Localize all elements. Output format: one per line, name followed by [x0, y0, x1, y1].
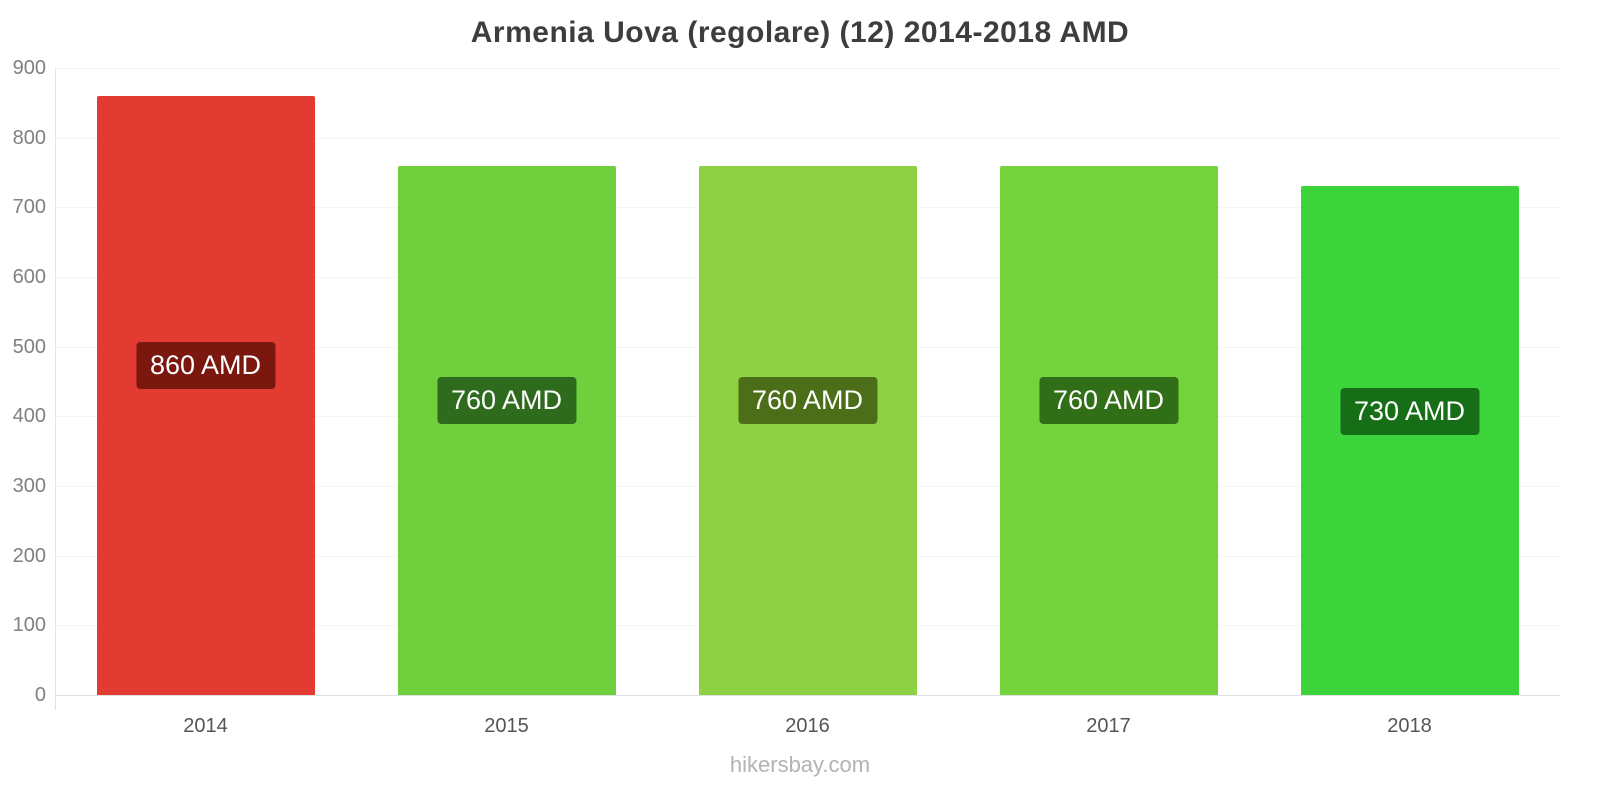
- y-tick-label-700: 700: [12, 196, 46, 219]
- bar-value-label-2014: 860 AMD: [135, 342, 276, 390]
- chart-title: Armenia Uova (regolare) (12) 2014-2018 A…: [470, 16, 1130, 49]
- y-tick-label-100: 100: [12, 614, 46, 637]
- y-tick-label-200: 200: [12, 544, 46, 567]
- bar-2018[interactable]: 730 AMD: [1300, 186, 1519, 695]
- bar-2015[interactable]: 760 AMD: [397, 165, 616, 695]
- bar-2017[interactable]: 760 AMD: [999, 165, 1218, 695]
- y-tick-label-600: 600: [12, 266, 46, 288]
- bar-value-label-2015: 760 AMD: [436, 377, 577, 425]
- y-tick-label-400: 400: [12, 405, 46, 428]
- bar-value-label-2017: 760 AMD: [1038, 377, 1179, 425]
- bar-value-label-2018: 730 AMD: [1339, 387, 1480, 435]
- x-tick-label-2017: 2017: [1086, 715, 1131, 737]
- y-tick-label-800: 800: [12, 126, 46, 149]
- gridline-y-800: [55, 137, 1560, 139]
- y-tick-label-500: 500: [12, 335, 46, 358]
- watermark-text: hikersbay.com: [729, 752, 871, 777]
- y-axis-line: [55, 68, 56, 710]
- x-tick-label-2016: 2016: [785, 715, 830, 737]
- gridline-y-900: [55, 68, 1560, 69]
- y-tick-label-300: 300: [12, 475, 46, 497]
- x-tick-label-2018: 2018: [1387, 715, 1432, 737]
- x-tick-label-2015: 2015: [484, 715, 529, 737]
- gridline-y-0: [55, 695, 1560, 696]
- plot-area: 860 AMD 760 AMD 760 AMD 760 AMD 730 AMD: [55, 68, 1560, 696]
- bar-2014[interactable]: 860 AMD: [96, 95, 315, 695]
- bar-2016[interactable]: 760 AMD: [698, 165, 917, 695]
- x-tick-label-2014: 2014: [183, 715, 228, 737]
- bar-value-label-2016: 760 AMD: [737, 377, 878, 425]
- y-tick-label-0: 0: [34, 684, 46, 706]
- y-tick-label-900: 900: [12, 57, 46, 79]
